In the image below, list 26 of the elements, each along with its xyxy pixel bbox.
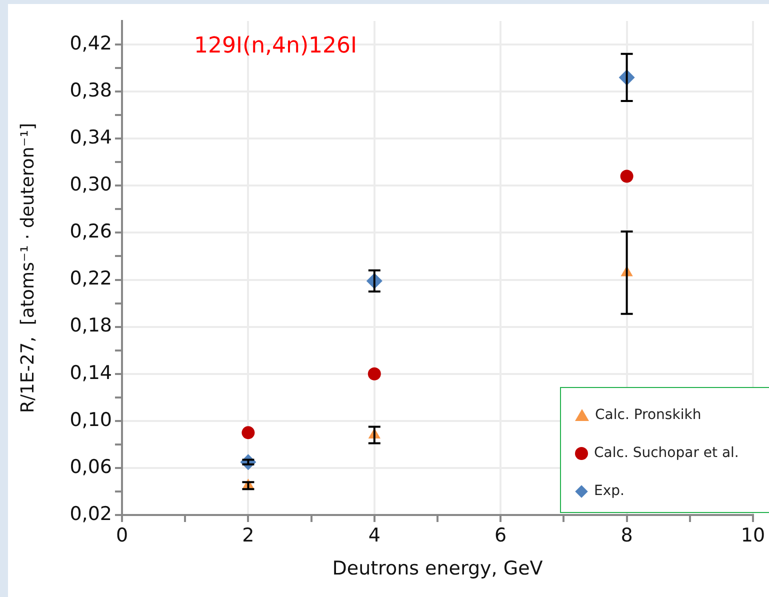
point [620,170,634,183]
x-tick-label: 8 [620,524,633,546]
x-axis-title: Deutrons energy, GeV [332,558,543,580]
legend-label: Exp. [594,483,624,499]
y-tick-label: 0,42 [70,32,112,54]
legend-label: Calc. Pronskikh [595,407,702,423]
point [242,426,255,440]
x-tick-label: 0 [116,524,128,546]
y-axis-title: R/1E-27, [atoms⁻¹ · deuteron⁻¹] [17,122,38,414]
x-tick-label: 2 [242,524,254,546]
y-tick-label: 0,26 [70,220,112,243]
y-tick-label: 0,14 [70,362,112,384]
y-tick-label: 0,30 [70,174,112,196]
y-tick-label: 0,06 [70,456,112,478]
y-tick-label: 0,38 [70,80,112,102]
y-tick-label: 0,18 [70,314,112,337]
legend-label: Calc. Suchopar et al. [594,445,739,461]
y-tick-label: 0,02 [70,502,112,525]
x-tick-label: 4 [368,524,380,546]
x-tick-label: 10 [740,524,766,546]
y-tick-label: 0,10 [70,408,112,431]
point [368,367,381,380]
y-tick-label: 0,34 [70,126,112,149]
x-tick-label: 6 [494,524,507,546]
annotation: 129I(n,4n)126I [194,34,358,59]
y-tick-label: 0,22 [70,268,112,290]
